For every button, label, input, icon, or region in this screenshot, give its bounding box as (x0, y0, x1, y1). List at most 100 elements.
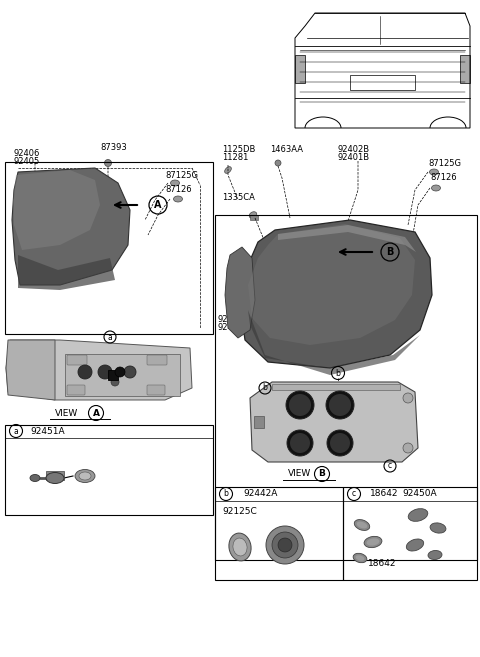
Bar (295, 55, 305, 83)
Circle shape (289, 394, 311, 416)
Ellipse shape (229, 533, 251, 561)
Text: B: B (386, 247, 394, 257)
Text: 1125DB: 1125DB (222, 145, 255, 154)
Ellipse shape (249, 212, 257, 218)
Polygon shape (248, 224, 415, 345)
Text: 11281: 11281 (222, 152, 248, 162)
Text: c: c (388, 461, 392, 470)
Bar (343, 487, 477, 580)
Ellipse shape (430, 523, 446, 533)
Ellipse shape (430, 169, 439, 175)
Ellipse shape (367, 538, 379, 545)
Ellipse shape (353, 553, 367, 562)
Text: 92450A: 92450A (402, 489, 437, 499)
Polygon shape (248, 310, 430, 375)
Bar (5, 162, 213, 334)
Text: 92125C: 92125C (222, 507, 257, 516)
Circle shape (287, 430, 313, 456)
Circle shape (329, 394, 351, 416)
Ellipse shape (75, 470, 95, 482)
Bar (272, 384, 400, 390)
Polygon shape (278, 225, 416, 252)
Bar (250, 215, 258, 220)
FancyBboxPatch shape (67, 355, 87, 365)
Circle shape (115, 367, 125, 377)
Polygon shape (12, 168, 130, 285)
Ellipse shape (30, 474, 40, 482)
Polygon shape (18, 255, 115, 290)
Bar (108, 370, 118, 380)
Circle shape (403, 393, 413, 403)
Text: 87125G: 87125G (428, 158, 461, 168)
Circle shape (330, 433, 350, 453)
Text: b: b (224, 489, 228, 499)
Circle shape (78, 365, 92, 379)
Ellipse shape (79, 472, 91, 480)
Text: 18642: 18642 (368, 558, 396, 568)
Circle shape (290, 433, 310, 453)
Text: 92411D: 92411D (218, 323, 251, 332)
Text: c: c (352, 489, 356, 499)
Text: 92451A: 92451A (30, 426, 65, 436)
Text: 92402B: 92402B (337, 145, 369, 154)
Bar (5, 425, 213, 515)
Text: 87126: 87126 (430, 173, 456, 183)
FancyBboxPatch shape (147, 385, 165, 395)
Circle shape (326, 391, 354, 419)
Ellipse shape (225, 167, 231, 173)
Ellipse shape (408, 509, 428, 522)
Text: 87126: 87126 (165, 185, 192, 194)
Text: b: b (336, 369, 340, 378)
Text: 92405: 92405 (14, 156, 40, 166)
Text: VIEW: VIEW (55, 409, 78, 417)
Bar (460, 55, 470, 83)
Polygon shape (6, 340, 192, 400)
Circle shape (275, 160, 281, 166)
Ellipse shape (46, 472, 64, 484)
Text: 92421E: 92421E (218, 315, 250, 325)
Text: 1335CA: 1335CA (222, 194, 255, 202)
Ellipse shape (357, 522, 367, 528)
Ellipse shape (173, 196, 182, 202)
Polygon shape (225, 247, 255, 338)
Ellipse shape (364, 536, 382, 548)
Circle shape (286, 391, 314, 419)
Circle shape (278, 538, 292, 552)
Ellipse shape (170, 180, 180, 186)
Circle shape (124, 366, 136, 378)
Text: a: a (13, 426, 18, 436)
Text: 92442A: 92442A (243, 489, 277, 499)
Text: a: a (108, 332, 112, 342)
Bar (215, 487, 343, 580)
Text: 1463AA: 1463AA (270, 145, 303, 154)
Text: 92406: 92406 (14, 148, 40, 158)
Bar (65, 354, 180, 396)
Text: 87393: 87393 (100, 143, 127, 152)
FancyBboxPatch shape (67, 385, 85, 395)
FancyBboxPatch shape (147, 355, 167, 365)
Circle shape (111, 378, 119, 386)
Text: A: A (93, 409, 99, 417)
Text: 87125G: 87125G (165, 171, 198, 179)
Polygon shape (250, 382, 418, 462)
Ellipse shape (356, 555, 364, 560)
Text: B: B (319, 470, 325, 478)
Circle shape (266, 526, 304, 564)
Circle shape (105, 160, 111, 166)
Text: b: b (263, 384, 267, 392)
Bar (350, 75, 415, 90)
Bar (254, 416, 264, 428)
Ellipse shape (233, 538, 247, 556)
Ellipse shape (407, 539, 424, 551)
Ellipse shape (354, 520, 370, 530)
Circle shape (403, 443, 413, 453)
Polygon shape (13, 170, 100, 250)
Circle shape (272, 532, 298, 558)
Text: VIEW: VIEW (288, 470, 311, 478)
Circle shape (327, 430, 353, 456)
Text: A: A (154, 200, 162, 210)
Bar (46, 471, 64, 480)
Polygon shape (240, 220, 432, 368)
Ellipse shape (432, 185, 441, 191)
Bar (215, 215, 477, 560)
